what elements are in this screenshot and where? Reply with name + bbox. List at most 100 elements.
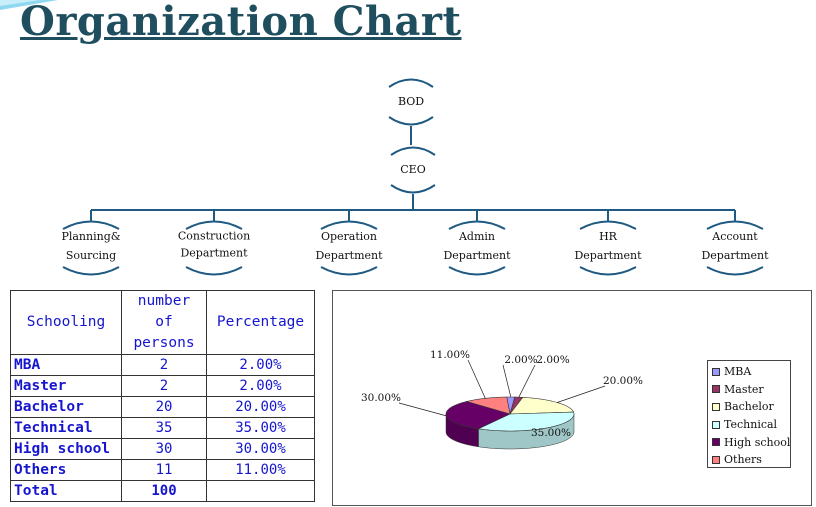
cell-percentage: 20.00% [206,396,315,419]
header-persons: number of persons [121,289,207,356]
department-label-2-line1: Operation [320,229,378,243]
legend-item: Bachelor [708,398,790,416]
cell-percentage: 2.00% [206,375,315,398]
pie-data-label: 20.00% [603,375,643,387]
cell-persons: 2 [121,354,207,377]
table-row: MBA 2 2.00% [10,354,315,377]
leader-line [557,385,606,403]
department-label-0-line1: Planning& [61,229,121,243]
legend-label: Master [724,382,764,396]
legend-label: Technical [724,418,778,432]
bod-label-line1: BOD [397,94,425,108]
cell-percentage: 30.00% [206,438,315,461]
legend-item: MBA [708,363,790,381]
page-title: Organization Chart [20,0,462,45]
cell-persons: 35 [121,417,207,440]
pie-chart-area: 2.00% 2.00% 20.00% 35.00% 30.00% 11.00% MBA Ma… [332,290,812,506]
department-label-3-line2: Department [443,249,511,262]
cell-percentage: 11.00% [206,459,315,482]
department-label-4: HR Department [574,227,641,266]
pie-data-label: 11.00% [430,349,470,361]
header-schooling: Schooling [10,289,122,356]
department-label-2-line2: Department [315,249,383,262]
header-percentage: Percentage [206,289,315,356]
pie-slice-technical [477,411,575,432]
cell-persons: 2 [121,375,207,398]
cell-percentage: 2.00% [206,354,315,377]
ceo-node [390,146,436,194]
cell-schooling: High school [10,438,122,461]
department-label-2: Operation Department [315,227,382,266]
cell-schooling: Master [10,375,122,398]
cell-schooling: MBA [10,354,122,377]
pie-chart: 2.00%2.00% 20.00% 35.00% 30.00% 11.00% [361,349,643,450]
legend-swatch [712,455,720,464]
cell-percentage: 35.00% [206,417,315,440]
department-label-1: Construction Department [178,229,250,264]
table-row: Bachelor 20 20.00% [10,396,315,419]
department-label-4-line1: HR [599,229,617,243]
department-node [320,220,378,276]
ceo-label-line1: CEO [400,162,426,176]
table-header-row: Schooling number of persons Percentage [10,289,315,356]
department-label-1-line1: Construction [177,229,251,243]
legend-swatch [712,420,720,429]
leader-line [398,402,447,417]
cell-persons: 20 [121,396,207,419]
ceo-label: CEO [400,162,425,179]
department-label-3-line1: Admin [458,229,496,243]
leader-line [467,359,486,399]
department-node [706,220,764,276]
table-row: High school 30 30.00% [10,438,315,461]
pie-data-label: 2.00% [536,354,569,366]
legend-swatch [712,438,720,447]
department-label-5: Account Department [701,227,768,266]
department-label-0: Planning& Sourcing [61,227,120,266]
cell-schooling: Others [10,459,122,482]
corner-accent-decoration [0,0,58,10]
total-persons: 100 [121,480,207,503]
legend-swatch [712,385,720,394]
org-chart [62,78,764,276]
cell-persons: 11 [121,459,207,482]
legend-swatch [712,402,720,411]
department-label-5-line2: Department [701,249,769,262]
chart-legend: MBA Master Bachelor Technical High school Oth… [707,360,791,468]
department-node [185,220,243,276]
schooling-table: Schooling number of persons Percentage M… [10,289,315,503]
cell-persons: 30 [121,438,207,461]
department-label-4-line2: Department [574,249,642,262]
pie-slice-others [465,396,511,415]
legend-label: High school [724,435,791,449]
leader-line [502,364,512,398]
bod-label: BOD [398,94,424,111]
total-label: Total [10,480,122,503]
pie-slice-mba [506,396,516,415]
department-node [448,220,506,276]
bod-node [388,78,434,126]
table-row: Others 11 11.00% [10,459,315,482]
leader-line [518,364,536,398]
total-percentage [206,480,315,503]
department-label-5-line1: Account [712,229,758,243]
table-total-row: Total 100 [10,480,315,503]
pie-slice-high-school [445,401,511,430]
legend-item: Master [708,381,790,399]
table-row: Master 2 2.00% [10,375,315,398]
legend-label: MBA [724,365,752,379]
legend-item: Others [708,451,790,469]
department-node [579,220,637,276]
department-label-3: Admin Department [443,227,510,266]
pie-data-label: 30.00% [361,392,401,404]
legend-label: Others [724,453,762,467]
legend-swatch [712,367,720,376]
legend-item: High school [708,433,790,451]
legend-item: Technical [708,416,790,434]
cell-schooling: Technical [10,417,122,440]
cell-schooling: Bachelor [10,396,122,419]
pie-data-label: 35.00% [531,427,571,439]
pie-data-label: 2.00% [504,354,537,366]
department-label-0-line2: Sourcing [65,249,117,262]
legend-label: Bachelor [724,400,774,414]
table-row: Technical 35 35.00% [10,417,315,440]
